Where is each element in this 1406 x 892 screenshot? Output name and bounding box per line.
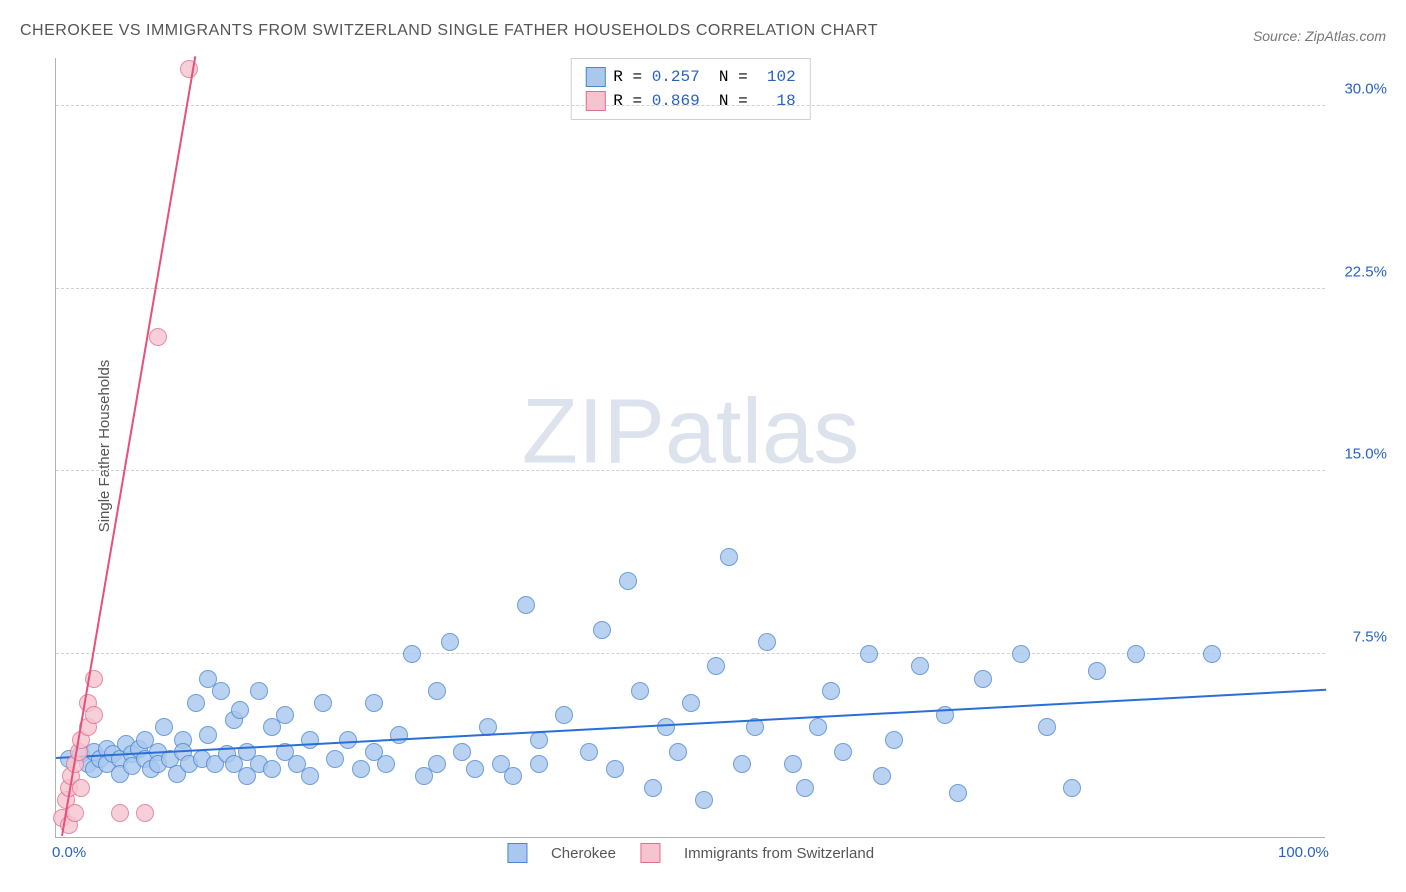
data-point	[707, 657, 725, 675]
data-point	[949, 784, 967, 802]
data-point	[657, 718, 675, 736]
data-point	[530, 755, 548, 773]
data-point	[619, 572, 637, 590]
data-point	[466, 760, 484, 778]
legend-swatch	[585, 91, 605, 111]
data-point	[1063, 779, 1081, 797]
y-tick-label: 22.5%	[1344, 263, 1387, 280]
data-point	[403, 645, 421, 663]
data-point	[911, 657, 929, 675]
data-point	[809, 718, 827, 736]
data-point	[695, 791, 713, 809]
trend-line	[61, 56, 196, 836]
gridline	[56, 470, 1325, 471]
data-point	[733, 755, 751, 773]
legend-stat-text: R = 0.869 N = 18	[613, 89, 795, 113]
data-point	[784, 755, 802, 773]
chart-title: CHEROKEE VS IMMIGRANTS FROM SWITZERLAND …	[20, 22, 878, 40]
legend-label: Immigrants from Switzerland	[684, 845, 874, 862]
legend-stat-row: R = 0.257 N = 102	[585, 65, 795, 89]
data-point	[1088, 662, 1106, 680]
data-point	[428, 755, 446, 773]
data-point	[352, 760, 370, 778]
data-point	[834, 743, 852, 761]
data-point	[180, 60, 198, 78]
data-point	[365, 694, 383, 712]
y-tick-label: 7.5%	[1353, 629, 1387, 646]
data-point	[187, 694, 205, 712]
data-point	[885, 731, 903, 749]
data-point	[301, 731, 319, 749]
data-point	[1203, 645, 1221, 663]
data-point	[212, 682, 230, 700]
data-point	[390, 726, 408, 744]
data-point	[631, 682, 649, 700]
legend-swatch	[585, 67, 605, 87]
gridline	[56, 288, 1325, 289]
data-point	[66, 804, 84, 822]
data-point	[85, 706, 103, 724]
legend-stat-text: R = 0.257 N = 102	[613, 65, 795, 89]
watermark: ZIPatlas	[522, 379, 859, 484]
data-point	[580, 743, 598, 761]
data-point	[339, 731, 357, 749]
data-point	[199, 726, 217, 744]
data-point	[263, 760, 281, 778]
data-point	[155, 718, 173, 736]
data-point	[758, 633, 776, 651]
legend-swatch	[507, 843, 527, 863]
legend-stats: R = 0.257 N = 102R = 0.869 N = 18	[570, 58, 810, 120]
data-point	[72, 779, 90, 797]
data-point	[276, 706, 294, 724]
data-point	[669, 743, 687, 761]
data-point	[314, 694, 332, 712]
x-tick-label: 0.0%	[52, 844, 86, 861]
scatter-plot: ZIPatlas R = 0.257 N = 102R = 0.869 N = …	[55, 58, 1325, 838]
data-point	[644, 779, 662, 797]
data-point	[606, 760, 624, 778]
data-point	[136, 804, 154, 822]
data-point	[974, 670, 992, 688]
source-credit: Source: ZipAtlas.com	[1253, 28, 1386, 44]
data-point	[441, 633, 459, 651]
data-point	[555, 706, 573, 724]
data-point	[822, 682, 840, 700]
data-point	[428, 682, 446, 700]
data-point	[517, 596, 535, 614]
data-point	[326, 750, 344, 768]
data-point	[720, 548, 738, 566]
data-point	[796, 779, 814, 797]
y-tick-label: 30.0%	[1344, 80, 1387, 97]
data-point	[149, 328, 167, 346]
data-point	[860, 645, 878, 663]
data-point	[111, 804, 129, 822]
data-point	[504, 767, 522, 785]
legend-label: Cherokee	[551, 845, 616, 862]
gridline	[56, 105, 1325, 106]
data-point	[1012, 645, 1030, 663]
legend-series: Cherokee Immigrants from Switzerland	[507, 843, 874, 863]
data-point	[301, 767, 319, 785]
data-point	[1127, 645, 1145, 663]
data-point	[377, 755, 395, 773]
legend-stat-row: R = 0.869 N = 18	[585, 89, 795, 113]
data-point	[873, 767, 891, 785]
data-point	[231, 701, 249, 719]
data-point	[453, 743, 471, 761]
data-point	[1038, 718, 1056, 736]
data-point	[250, 682, 268, 700]
y-tick-label: 15.0%	[1344, 446, 1387, 463]
legend-swatch	[640, 843, 660, 863]
x-tick-label: 100.0%	[1278, 844, 1329, 861]
data-point	[593, 621, 611, 639]
data-point	[682, 694, 700, 712]
